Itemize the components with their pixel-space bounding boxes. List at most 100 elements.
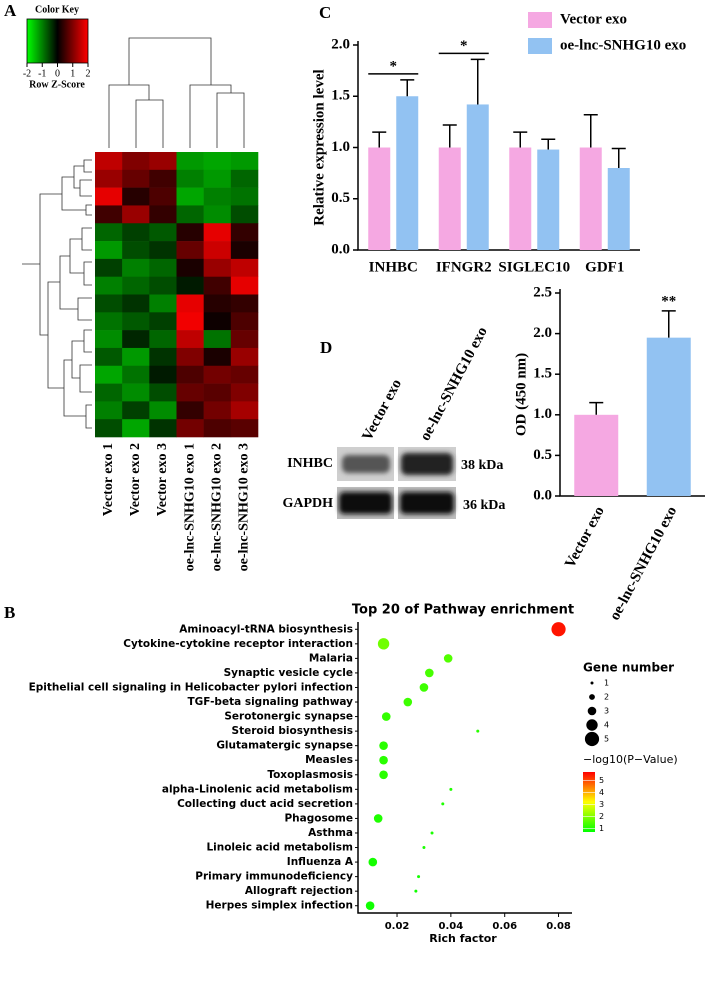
heatmap-cell: [176, 205, 204, 224]
heatmap-cell: [203, 401, 232, 420]
heatmap-cell: [230, 294, 259, 313]
heatmap-cell: [203, 241, 232, 260]
significance-label: **: [661, 293, 676, 309]
heatmap-cell: [95, 169, 123, 188]
heatmap-cell: [122, 169, 150, 188]
heatmap-cell: [149, 330, 177, 349]
error-bar: [589, 401, 604, 415]
error-bar: [583, 113, 598, 148]
x-tick-label: GDF1: [585, 259, 624, 275]
x-tick-label: 0.02: [385, 921, 410, 932]
heatmap-cell: [203, 169, 232, 188]
column-dendrogram: [108, 37, 245, 148]
y-tick-label: Herpes simplex infection: [206, 900, 353, 912]
heatmap-cell: [176, 312, 204, 331]
heatmap-cell: [95, 347, 123, 367]
heatmap-cell: [95, 419, 123, 438]
column-label: oe-lnc-SNHG10 exo 1: [182, 443, 197, 571]
panel-label: A: [4, 1, 17, 20]
y-tick-label: 0.5: [533, 447, 552, 463]
heatmap-cell: [230, 205, 259, 224]
heatmap-cell: [149, 294, 177, 313]
y-tick-label: Influenza A: [287, 856, 354, 868]
color-legend-bar: [583, 772, 595, 832]
y-tick-label: 0.0: [331, 241, 350, 257]
y-tick-label: 2.0: [533, 325, 552, 341]
heatmap-cell: [203, 312, 232, 331]
heatmap-cell: [95, 241, 123, 260]
x-tick-label: 0.06: [492, 921, 517, 932]
heatmap-cell: [203, 187, 232, 206]
heatmap-cell: [176, 330, 204, 349]
legend-label: oe-lnc-SNHG10 exo: [560, 37, 686, 53]
bubble: [476, 729, 480, 733]
y-tick-label: Primary immunodeficiency: [195, 871, 353, 883]
heatmap-cell: [122, 223, 150, 242]
column-label: Vector exo 3: [155, 443, 170, 516]
column-label: oe-lnc-SNHG10 exo 3: [237, 443, 252, 571]
panel-label: D: [320, 338, 332, 357]
heatmap-cell: [176, 223, 204, 242]
bubble: [422, 846, 426, 850]
heatmap-cell: [122, 383, 150, 402]
panel-label: B: [4, 603, 15, 622]
heatmap-cell: [203, 258, 232, 277]
bubble: [377, 638, 390, 650]
y-tick-label: Cytokine-cytokine receptor interaction: [123, 638, 353, 650]
heatmap-cell: [176, 419, 204, 438]
heatmap-cell: [122, 152, 150, 171]
bubble: [443, 654, 453, 663]
bar: [396, 96, 419, 250]
color-legend-label: 2: [599, 812, 604, 821]
x-tick-label: IFNGR2: [436, 259, 492, 275]
column-label: oe-lnc-SNHG10 exo 2: [209, 443, 224, 571]
y-tick-label: 2.5: [533, 284, 552, 300]
heatmap-cell: [230, 276, 259, 295]
heatmap-cell: [176, 241, 204, 260]
bubble: [379, 770, 388, 780]
heatmap-cell: [176, 401, 204, 420]
heatmap-cell: [203, 383, 232, 402]
heatmap-cell: [95, 258, 123, 277]
protein-label: INHBC: [287, 456, 333, 471]
heatmap-cell: [122, 205, 150, 224]
legend-swatch: [528, 38, 552, 54]
y-tick-label: 0.0: [533, 487, 552, 503]
bubble: [425, 668, 434, 678]
heatmap-cell: [149, 347, 177, 367]
heatmap-cell: [122, 187, 150, 206]
error-bar: [372, 131, 387, 148]
color-legend-label: 1: [599, 824, 604, 833]
heatmap-cell: [230, 419, 259, 438]
heatmap-cell: [149, 401, 177, 420]
chart-title: Top 20 of Pathway enrichment: [352, 603, 574, 618]
column-label: Vector exo 1: [101, 443, 116, 516]
heatmap-cell: [95, 312, 123, 331]
bubble: [373, 814, 383, 823]
heatmap-cell: [203, 330, 232, 349]
y-tick-label: Collecting duct acid secretion: [177, 798, 353, 810]
panel-label: C: [319, 3, 331, 22]
heatmap-cell: [149, 152, 177, 171]
legend-swatch: [528, 12, 552, 28]
heatmap-cell: [95, 187, 123, 206]
error-bar: [513, 131, 528, 148]
size-legend-label: 1: [604, 679, 609, 688]
bar: [579, 147, 602, 250]
heatmap-cell: [95, 365, 123, 384]
legend-label: Vector exo: [560, 11, 627, 27]
error-bar: [400, 79, 415, 97]
significance-label: *: [460, 38, 468, 54]
western-blot: [337, 447, 456, 519]
bubble: [379, 741, 388, 750]
heatmap-cell: [176, 258, 204, 277]
bar: [509, 147, 532, 250]
y-tick-label: Epithelial cell signaling in Helicobacte…: [29, 681, 353, 693]
key-tick-label: 2: [86, 68, 91, 79]
key-tick-label: 1: [70, 68, 75, 79]
heatmap-cell: [230, 241, 259, 260]
bar: [646, 337, 691, 496]
size-legend-dot: [584, 731, 600, 747]
x-tick-label: 0.04: [439, 921, 464, 932]
heatmap-cell: [122, 330, 150, 349]
